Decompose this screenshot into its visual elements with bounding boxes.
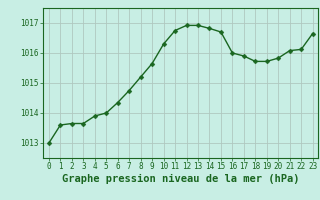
X-axis label: Graphe pression niveau de la mer (hPa): Graphe pression niveau de la mer (hPa) bbox=[62, 174, 300, 184]
